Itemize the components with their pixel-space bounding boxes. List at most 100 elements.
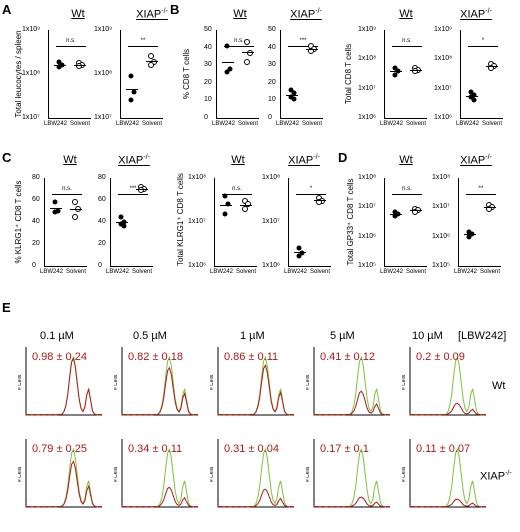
- data-point: [227, 66, 233, 72]
- plot-axes: [214, 178, 257, 267]
- x-category-label: Solvent: [70, 121, 91, 127]
- data-point: [242, 205, 248, 212]
- data-point: [392, 65, 398, 71]
- plot-axes: [280, 30, 323, 119]
- data-point: [291, 96, 297, 102]
- x-category-label: LBW242: [40, 269, 64, 275]
- mean-line: [410, 69, 422, 71]
- y-tick-label: 0: [98, 262, 102, 269]
- plot-axes: [216, 30, 259, 119]
- mean-line: [220, 204, 232, 206]
- significance-bar: [56, 46, 86, 47]
- histogram-treated-curve: [121, 366, 199, 416]
- significance-bar: [392, 194, 422, 195]
- significance-label: n.s.: [402, 186, 412, 192]
- x-category-label: LBW242: [44, 121, 68, 127]
- data-point: [128, 73, 134, 79]
- x-category-label: Solvent: [480, 269, 501, 275]
- mean-line: [410, 210, 422, 212]
- histogram-wt-0: # Cells: [18, 347, 103, 416]
- mfi-ratio-value: 0.79 ± 0.25: [32, 443, 87, 455]
- y-tick-label: 1x10⁹: [358, 26, 377, 33]
- histogram-y-label: # Cells: [210, 466, 215, 482]
- y-tick-label: 20: [268, 78, 276, 86]
- histogram-wt-1: # Cells: [114, 347, 199, 416]
- x-category-label: Solvent: [482, 121, 503, 127]
- histogram-y-label: # Cells: [402, 374, 407, 390]
- data-point: [296, 253, 302, 259]
- histogram-treated-curve: [121, 486, 199, 508]
- data-point: [392, 72, 398, 78]
- significance-bar: [52, 194, 82, 195]
- mean-line: [484, 207, 496, 208]
- mean-line: [242, 52, 254, 54]
- data-point: [288, 87, 294, 93]
- y-tick-label: 30: [204, 61, 212, 69]
- x-category-label: Solvent: [238, 121, 259, 127]
- data-point: [296, 245, 302, 251]
- data-point: [471, 97, 477, 103]
- significance-label: *: [481, 38, 485, 44]
- histogram-y-label: # Cells: [402, 466, 407, 482]
- y-tick-label: 40: [32, 218, 40, 225]
- conc-label-1: 0.5 µM: [133, 330, 167, 342]
- data-point: [222, 211, 228, 217]
- histogram-solvent-curve: [121, 447, 199, 508]
- x-category-label: LBW242: [210, 269, 234, 275]
- significance-bar: [118, 194, 148, 195]
- y-tick-label: 1x10⁷: [434, 84, 452, 92]
- y-tick-label: 1x10⁹: [22, 26, 41, 33]
- y-tick-label: 1x10⁶: [262, 262, 281, 269]
- conc-label-2: 1 µM: [240, 330, 265, 342]
- significance-bar: [468, 46, 498, 47]
- data-point: [72, 199, 78, 206]
- y-tick-label: 60: [32, 196, 40, 203]
- mean-line: [466, 96, 478, 98]
- x-category-label: LBW242: [106, 269, 130, 275]
- y-tick-label: 60: [98, 196, 106, 203]
- histogram-solvent-curve: [121, 355, 199, 416]
- genotype-label-xiap: XIAP-/-: [460, 8, 492, 21]
- conc-label-4: 10 µM: [412, 330, 443, 342]
- y-tick-label: 0: [32, 262, 36, 269]
- mean-line: [136, 188, 148, 190]
- mean-line: [464, 234, 476, 236]
- significance-bar: [466, 194, 496, 195]
- y-tick-label: 1x10⁷: [432, 203, 450, 211]
- histogram-xiap-2: # Cells: [210, 439, 295, 508]
- y-axis-label: % CD8 T cells: [182, 48, 191, 100]
- y-tick-label: 1x10⁶: [358, 232, 377, 240]
- mean-line: [286, 94, 298, 96]
- histogram-treated-curve: [409, 402, 487, 416]
- y-tick-label: 1x10⁹: [434, 26, 453, 33]
- data-point: [131, 89, 137, 94]
- mean-line: [54, 64, 66, 66]
- data-point: [224, 43, 230, 49]
- genotype-label-xiap: XIAP-/-: [288, 154, 320, 167]
- plot-axes: [44, 178, 87, 267]
- data-point: [412, 208, 418, 215]
- significance-label: *: [309, 186, 313, 192]
- histogram-xiap-0: # Cells: [18, 439, 103, 508]
- histogram-treated-curve: [217, 488, 295, 508]
- histogram-solvent-curve: [25, 447, 103, 508]
- mean-line: [306, 48, 318, 50]
- histogram-solvent-curve: [25, 355, 103, 416]
- y-tick-label: 1x10⁷: [188, 218, 206, 225]
- y-tick-label: 40: [204, 43, 212, 51]
- y-axis-label: % KLRG1⁺ CD8 T cells: [14, 180, 23, 264]
- data-point: [245, 201, 251, 208]
- histogram-y-label: # Cells: [306, 374, 311, 390]
- y-tick-label: 10: [268, 96, 276, 104]
- histogram-wt-2: # Cells: [210, 347, 295, 416]
- data-point: [392, 209, 398, 215]
- y-tick-label: 1x10⁸: [262, 174, 281, 181]
- data-point: [56, 64, 62, 70]
- panel-letter-a: A: [2, 2, 12, 17]
- x-category-label: Solvent: [142, 121, 163, 127]
- plot-axes: [384, 178, 427, 267]
- y-tick-label: 1x10⁸: [358, 174, 377, 181]
- data-point: [121, 219, 127, 225]
- mean-line: [116, 222, 128, 224]
- plot-axes: [384, 30, 427, 119]
